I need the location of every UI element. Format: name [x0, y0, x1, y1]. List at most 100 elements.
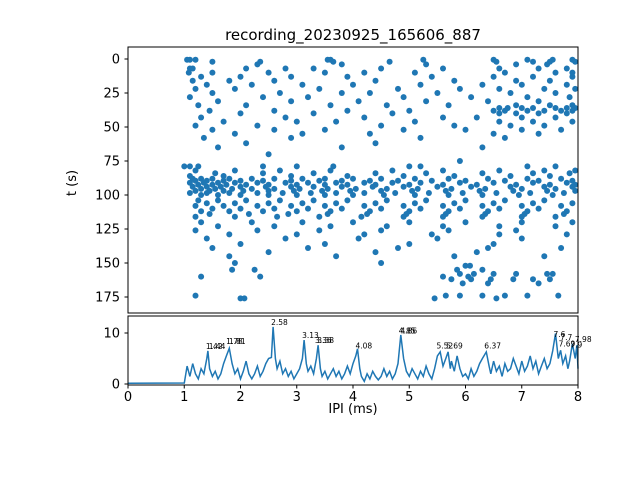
scatter-point — [400, 183, 407, 190]
scatter-point — [490, 270, 497, 277]
peak-annotation-label: 1.78 — [226, 337, 243, 346]
scatter-point — [338, 205, 345, 212]
scatter-point — [243, 102, 250, 109]
scatter-point — [288, 98, 295, 105]
scatter-point — [265, 69, 272, 76]
scatter-point — [530, 179, 536, 186]
scatter-point — [271, 205, 278, 212]
scatter-point — [440, 65, 446, 72]
scatter-point — [271, 126, 278, 133]
scatter-point — [560, 190, 567, 196]
peak-annotation-label: 5.52 — [437, 341, 454, 350]
scatter-point — [260, 163, 266, 170]
scatter-point — [530, 105, 536, 111]
scatter-point — [524, 56, 531, 63]
scatter-point — [198, 208, 205, 215]
scatter-point — [237, 205, 244, 212]
scatter-point — [389, 179, 396, 186]
scatter-point — [192, 292, 199, 299]
scatter-point — [276, 197, 283, 204]
scatter-point — [380, 192, 387, 198]
scatter-point — [226, 231, 233, 238]
scatter-point — [479, 170, 486, 177]
scatter-point — [549, 192, 556, 198]
scatter-point — [496, 223, 503, 230]
scatter-point — [285, 211, 292, 217]
scatter-point — [254, 122, 261, 129]
scatter-point — [448, 185, 455, 192]
scatter-point — [524, 107, 531, 114]
scatter-point — [307, 190, 314, 196]
scatter-point — [321, 202, 328, 209]
scatter-point — [282, 179, 289, 186]
scatter-point — [231, 167, 238, 174]
scatter-point — [552, 114, 559, 121]
y-tick-label: 0 — [112, 53, 120, 68]
scatter-point — [431, 295, 438, 302]
scatter-point — [305, 205, 311, 212]
scatter-point — [496, 85, 503, 92]
scatter-point — [209, 205, 216, 212]
y-tick-label: 10 — [103, 327, 120, 342]
scatter-point — [203, 200, 210, 207]
scatter-point — [355, 235, 362, 242]
scatter-point — [566, 170, 573, 177]
scatter-point — [479, 81, 486, 88]
scatter-point — [231, 85, 238, 92]
scatter-point — [507, 90, 514, 96]
scatter-point — [333, 253, 340, 260]
scatter-point — [209, 175, 216, 182]
peak-annotation-label: 7.9 — [570, 340, 582, 349]
scatter-point — [237, 110, 244, 117]
x-tick-label: 7 — [518, 390, 526, 405]
peak-annotation-label: 1.44 — [209, 342, 226, 351]
scatter-point — [490, 200, 497, 207]
scatter-point — [271, 175, 278, 182]
peak-annotation-label: 5.69 — [446, 341, 463, 350]
scatter-point — [350, 175, 356, 182]
scatter-point — [493, 295, 500, 302]
scatter-point — [411, 192, 418, 198]
scatter-point — [569, 69, 576, 76]
scatter-point — [372, 249, 379, 256]
scatter-point — [192, 122, 199, 129]
scatter-point — [389, 110, 396, 117]
scatter-point — [186, 190, 193, 196]
scatter-point — [501, 134, 508, 141]
scatter-point — [558, 175, 565, 182]
scatter-point — [518, 126, 525, 133]
x-tick-label: 5 — [405, 390, 413, 405]
scatter-point — [378, 175, 385, 182]
x-tick-label: 0 — [124, 390, 132, 405]
scatter-point — [513, 227, 520, 234]
scatter-point — [518, 202, 525, 209]
scatter-point — [501, 292, 508, 299]
scatter-point — [316, 213, 323, 220]
scatter-point — [209, 90, 216, 96]
scatter-point — [546, 77, 553, 84]
y-tick-label: 175 — [95, 291, 120, 306]
scatter-point — [305, 245, 311, 251]
scatter-point — [288, 73, 295, 80]
scatter-point — [552, 90, 559, 96]
y-tick-label: 100 — [95, 189, 120, 204]
scatter-point — [530, 170, 536, 177]
scatter-point — [496, 65, 503, 72]
scatter-point — [198, 114, 205, 121]
peak-annotation-label: 1.42 — [206, 342, 223, 351]
scatter-point — [231, 213, 238, 220]
scatter-point — [316, 85, 323, 92]
scatter-point — [265, 192, 272, 198]
scatter-point — [383, 197, 390, 204]
scatter-point — [237, 192, 244, 198]
scatter-point — [274, 213, 281, 220]
scatter-point — [530, 200, 536, 207]
scatter-point — [206, 107, 213, 114]
scatter-point — [479, 213, 486, 220]
peak-annotation-label: 4.85 — [399, 327, 416, 336]
scatter-point — [338, 90, 345, 96]
scatter-point — [200, 134, 207, 141]
scatter-point — [456, 85, 463, 92]
scatter-point — [425, 190, 432, 196]
